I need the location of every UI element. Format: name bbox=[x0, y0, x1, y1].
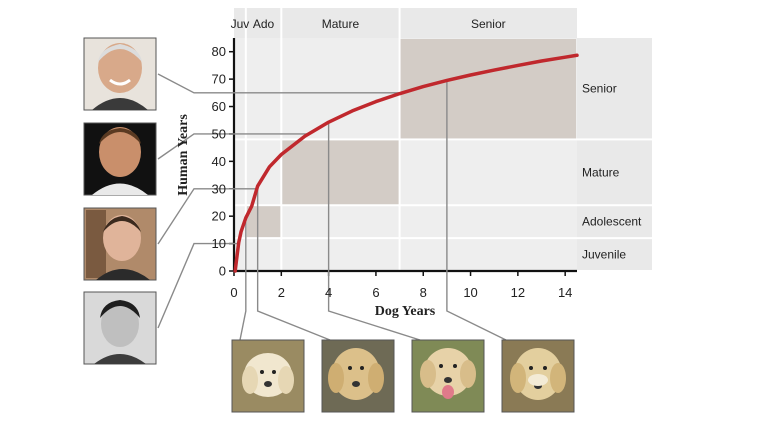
chart-labels: Juv Ado Mature Senior Juvenile Adolescent Matu… bbox=[212, 17, 643, 300]
dog-photo-senior bbox=[501, 339, 575, 413]
x-tick-label: 14 bbox=[558, 285, 572, 300]
top-stage-label: Ado bbox=[253, 17, 275, 31]
series-lines bbox=[233, 53, 579, 273]
top-stage-label: Senior bbox=[471, 17, 506, 31]
y-tick-label: 40 bbox=[212, 154, 226, 169]
right-stage-label: Senior bbox=[582, 82, 617, 96]
dog-photo-connector bbox=[239, 217, 247, 341]
top-stage-label: Mature bbox=[322, 17, 360, 31]
human-photo-connector bbox=[157, 242, 239, 329]
photo-connectors bbox=[157, 73, 507, 341]
y-tick-label: 70 bbox=[212, 72, 226, 87]
stage-highlight-rect bbox=[282, 140, 399, 205]
person-photo-child bbox=[83, 291, 157, 365]
dog-photo-connector bbox=[256, 186, 331, 341]
right-stage-band bbox=[577, 38, 652, 140]
dog-photo-connector bbox=[327, 122, 421, 341]
x-tick-label: 2 bbox=[278, 285, 285, 300]
right-stage-band bbox=[577, 205, 652, 239]
right-stage-band bbox=[577, 238, 652, 271]
top-stage-label: Juv bbox=[231, 17, 250, 31]
dog-photo-young bbox=[321, 339, 395, 413]
stage-highlight-rect bbox=[246, 206, 281, 238]
human-photo-connector bbox=[157, 73, 403, 94]
x-axis-title: Dog Years bbox=[375, 304, 436, 319]
right-stage-label: Adolescent bbox=[582, 215, 642, 229]
dog-photo-connector bbox=[446, 80, 507, 341]
right-stage-label: Mature bbox=[582, 165, 620, 179]
y-tick-label: 10 bbox=[212, 236, 226, 251]
top-stage-band bbox=[245, 8, 282, 38]
top-stage-band bbox=[281, 8, 400, 38]
stage-highlights bbox=[246, 39, 576, 238]
y-tick-label: 60 bbox=[212, 99, 226, 114]
y-tick-label: 0 bbox=[219, 264, 226, 279]
age-curve-line bbox=[233, 53, 579, 273]
top-stage-band bbox=[234, 8, 246, 38]
x-tick-label: 0 bbox=[230, 285, 237, 300]
stage-highlight-rect bbox=[400, 39, 576, 139]
x-tick-label: 8 bbox=[420, 285, 427, 300]
y-tick-label: 20 bbox=[212, 209, 226, 224]
dog-photo-puppy bbox=[231, 339, 305, 413]
right-stage-label: Juvenile bbox=[582, 248, 626, 262]
x-tick-label: 4 bbox=[325, 285, 332, 300]
top-stage-band bbox=[399, 8, 577, 38]
human-photo-connector bbox=[157, 133, 309, 160]
y-tick-label: 50 bbox=[212, 126, 226, 141]
right-stage-band bbox=[577, 139, 652, 206]
x-tick-label: 12 bbox=[511, 285, 525, 300]
human-photo-connector bbox=[157, 188, 257, 245]
person-photo-middle-age bbox=[83, 122, 157, 196]
x-tick-label: 6 bbox=[372, 285, 379, 300]
person-photo-young-adult bbox=[83, 207, 157, 281]
person-photo-old bbox=[83, 37, 157, 111]
dog-photo-adult bbox=[411, 339, 485, 413]
y-tick-label: 80 bbox=[212, 44, 226, 59]
axes bbox=[229, 38, 577, 276]
x-tick-label: 10 bbox=[463, 285, 477, 300]
y-axis-title: Human Years bbox=[176, 114, 191, 196]
y-tick-label: 30 bbox=[212, 181, 226, 196]
